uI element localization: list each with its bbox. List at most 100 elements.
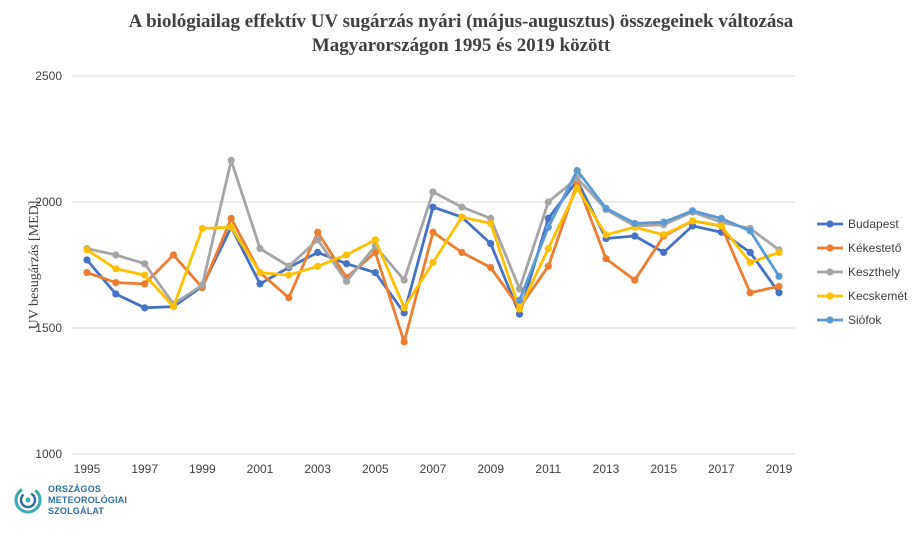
- data-point: [227, 214, 235, 222]
- data-point: [688, 217, 697, 225]
- x-tick-label: 2009: [477, 462, 504, 476]
- legend-marker: [826, 292, 834, 300]
- data-point: [141, 304, 149, 312]
- data-point: [688, 222, 697, 230]
- data-point: [83, 268, 91, 277]
- chart-title-line-1: A biológiailag effektív UV sugárzás nyár…: [128, 11, 794, 32]
- data-point: [256, 268, 264, 277]
- data-point: [602, 255, 610, 263]
- data-point: [573, 166, 581, 175]
- data-point: [746, 258, 754, 267]
- data-point: [285, 262, 293, 270]
- logo-line-2: METEOROLÓGIAI: [48, 495, 128, 505]
- x-tick-label: 1997: [131, 462, 158, 476]
- x-tick-label: 2013: [593, 462, 620, 476]
- series-line-siofok: [518, 169, 781, 301]
- data-point: [573, 184, 581, 192]
- data-point: [400, 276, 408, 284]
- x-axis-ticks: 1995 1997 1999 2001 2003 2005 2007 2009 2011 2013…: [74, 462, 793, 476]
- x-tick-label: 2003: [304, 462, 331, 476]
- logo-line-1: ORSZÁGOS: [48, 484, 102, 494]
- data-point: [775, 282, 783, 291]
- data-point: [169, 251, 178, 259]
- legend-item: Siófok: [817, 313, 882, 327]
- legend-label: Budapest: [848, 217, 899, 231]
- chart-title: A biológiailag effektív UV sugárzás nyár…: [0, 10, 922, 58]
- x-tick-label: 2019: [766, 462, 793, 476]
- data-point: [717, 214, 725, 222]
- data-point: [400, 309, 408, 317]
- data-point: [342, 277, 351, 285]
- data-point: [746, 248, 754, 256]
- y-tick-label: 2000: [35, 195, 62, 209]
- data-point: [314, 248, 322, 256]
- data-point: [429, 258, 437, 267]
- data-point: [544, 245, 552, 253]
- data-point: [660, 248, 668, 256]
- x-tick-label: 1995: [74, 462, 101, 476]
- data-point: [141, 280, 149, 288]
- data-point: [602, 204, 610, 212]
- data-point: [515, 305, 524, 313]
- series-budapest: [83, 176, 783, 318]
- data-point: [775, 289, 783, 297]
- data-point: [112, 279, 120, 287]
- legend-item: Budapest: [817, 217, 899, 231]
- data-point: [660, 218, 668, 226]
- x-tick-label: 2001: [247, 462, 274, 476]
- data-point: [515, 310, 524, 318]
- x-tick-label: 2015: [650, 462, 677, 476]
- data-point: [544, 198, 552, 206]
- data-point: [112, 290, 120, 298]
- gridlines: [72, 75, 795, 455]
- data-point: [314, 228, 322, 236]
- data-point: [198, 281, 206, 289]
- legend: Budapest Kékestető Keszthely Kecskemét Siófo…: [817, 217, 908, 327]
- data-point: [688, 207, 697, 215]
- data-point: [515, 285, 524, 293]
- data-point: [141, 260, 149, 268]
- x-tick-label: 2017: [708, 462, 735, 476]
- data-point: [717, 222, 725, 230]
- data-point: [112, 251, 120, 259]
- legend-marker: [826, 316, 834, 324]
- data-point: [660, 231, 668, 239]
- data-point: [314, 262, 322, 270]
- data-point: [342, 251, 351, 259]
- data-point: [458, 213, 466, 221]
- legend-marker: [826, 220, 834, 228]
- data-point: [544, 214, 552, 222]
- legend-item: Keszthely: [817, 265, 900, 279]
- data-point: [544, 223, 552, 231]
- data-point: [400, 338, 408, 346]
- legend-marker: [826, 244, 834, 252]
- data-point: [400, 304, 408, 312]
- data-point: [227, 156, 235, 165]
- legend-item: Kékestető: [817, 241, 902, 255]
- data-point: [371, 248, 379, 256]
- y-tick-label: 2500: [35, 69, 62, 83]
- legend-label: Keszthely: [848, 265, 900, 279]
- data-point: [487, 214, 495, 222]
- series-layer: [83, 156, 783, 346]
- data-point: [285, 271, 293, 279]
- legend-label: Kecskemét: [848, 289, 908, 303]
- chart-title-line-2: Magyarországon 1995 és 2019 között: [311, 35, 611, 56]
- data-point: [487, 263, 495, 272]
- data-point: [746, 289, 754, 297]
- data-point: [631, 219, 639, 228]
- x-tick-label: 1999: [189, 462, 216, 476]
- logo-line-3: SZOLGÁLAT: [48, 506, 105, 516]
- data-point: [83, 246, 91, 254]
- data-point: [112, 265, 120, 273]
- omsz-logo: ORSZÁGOS METEOROLÓGIAI SZOLGÁLAT: [14, 481, 134, 523]
- data-point: [515, 296, 524, 304]
- legend-marker: [826, 268, 834, 276]
- logo-text: ORSZÁGOS METEOROLÓGIAI SZOLGÁLAT: [48, 484, 138, 517]
- data-point: [487, 239, 495, 248]
- legend-item: Kecskemét: [817, 289, 908, 303]
- data-point: [631, 276, 639, 284]
- series-siofok: [515, 166, 783, 304]
- data-point: [775, 248, 783, 256]
